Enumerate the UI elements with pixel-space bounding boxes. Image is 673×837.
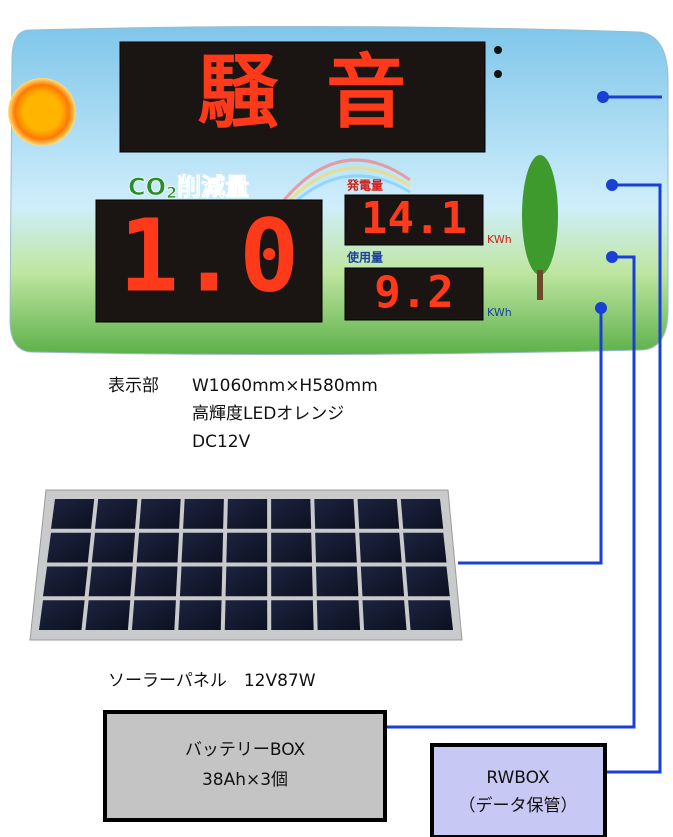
solar-cell (139, 499, 181, 529)
solar-cell (47, 533, 91, 563)
solar-cell (134, 567, 177, 597)
tree-icon (522, 155, 558, 275)
display-board: 騒 音 CO2削減量 1.0 発電量 14.1 KWh 使用量 9.2 KWh (8, 26, 668, 354)
solar-cell (178, 600, 221, 630)
sun-icon (8, 78, 76, 146)
solar-cell (227, 499, 267, 529)
generation-value: 14.1 (361, 193, 467, 244)
indicator (494, 46, 502, 54)
solar-cell (406, 567, 450, 597)
diagram: 騒 音 CO2削減量 1.0 発電量 14.1 KWh 使用量 9.2 KWh … (0, 0, 673, 837)
solar-cell (180, 567, 222, 597)
solar-cell (182, 533, 224, 563)
connector-dot (597, 91, 609, 103)
usage-unit: KWh (487, 306, 512, 319)
battery-line: 38Ah×3個 (202, 770, 288, 790)
generation-label: 発電量 (346, 178, 383, 193)
rw-line: RWBOX (486, 768, 550, 788)
solar-cell (271, 567, 313, 597)
solar-cell (271, 533, 312, 563)
solar-cell (137, 533, 179, 563)
solar-cell (132, 600, 176, 630)
generation-unit: KWh (487, 233, 512, 246)
solar-cell (361, 567, 404, 597)
solar-cell (271, 600, 313, 630)
usage-label: 使用量 (346, 250, 383, 265)
solar-cell (89, 567, 133, 597)
solar-cell (316, 567, 358, 597)
battery-box (105, 712, 385, 820)
solar-cell (43, 567, 88, 597)
solar-cell (408, 600, 453, 630)
solar-cell (85, 600, 130, 630)
display-name: 表示部 (108, 376, 159, 396)
headline-text: 騒 音 (198, 46, 406, 139)
solar-caption: ソーラーパネル 12V87W (108, 671, 316, 691)
solar-cell (39, 600, 85, 630)
solar-panel (30, 490, 462, 640)
spec-line: 高輝度LEDオレンジ (192, 404, 344, 424)
solar-cell (403, 533, 446, 563)
solar-cell (315, 533, 357, 563)
solar-cell (226, 533, 267, 563)
solar-cell (362, 600, 406, 630)
solar-cell (225, 600, 267, 630)
co2-value: 1.0 (119, 197, 300, 314)
spec-line: W1060mm×H580mm (192, 376, 378, 396)
solar-cell (314, 499, 355, 529)
solar-cell (401, 499, 443, 529)
indicator (494, 70, 502, 78)
usage-value: 9.2 (374, 267, 453, 318)
solar-cell (51, 499, 94, 529)
solar-cell (358, 499, 400, 529)
connector-dot (595, 302, 607, 314)
rw-line: （データ保管） (459, 795, 578, 816)
tree-trunk (537, 270, 543, 300)
solar-cell (92, 533, 135, 563)
battery-line: バッテリーBOX (185, 740, 306, 760)
solar-cell (359, 533, 401, 563)
rw-box (432, 745, 605, 837)
solar-cell (317, 600, 360, 630)
solar-cell (95, 499, 137, 529)
solar-cell (271, 499, 311, 529)
spec-line: DC12V (192, 432, 251, 452)
solar-cell (183, 499, 224, 529)
connector-dot (606, 179, 618, 191)
solar-cell (226, 567, 268, 597)
connector-dot (606, 251, 618, 263)
